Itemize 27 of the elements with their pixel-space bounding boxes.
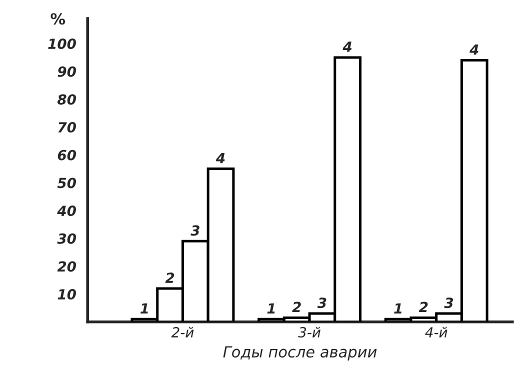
text: 2 — [418, 302, 428, 312]
text: 4 — [470, 44, 478, 55]
y-tick-label: 10 — [58, 289, 76, 300]
y-tick-label: 100 — [48, 38, 76, 50]
series-label: 1 — [140, 303, 148, 314]
text: 3 — [317, 298, 326, 308]
y-tick-label: 60 — [58, 150, 76, 160]
series-label: 4 — [342, 42, 352, 52]
y-tick-label: 40 — [57, 206, 76, 216]
text: 3 — [444, 298, 454, 308]
y-tick-label: 30 — [57, 233, 76, 244]
y-tick-label: 20 — [57, 261, 76, 272]
text: 1 — [394, 303, 402, 314]
y-tick-label: 50 — [57, 178, 76, 188]
x-axis-title: Годы после аварии — [223, 346, 377, 361]
y-tick-label: 90 — [58, 66, 76, 77]
series-label: 3 — [190, 225, 200, 236]
text: 4 — [216, 153, 225, 164]
text: 1 — [267, 303, 275, 314]
y-tick-label: 80 — [57, 94, 76, 105]
x-tick-label: 2-й — [171, 326, 194, 338]
x-tick-label: 4-й — [425, 326, 448, 338]
y-axis-title: % — [50, 13, 66, 25]
series-label: 2 — [292, 302, 301, 312]
x-tick-label: 3-й — [298, 326, 320, 338]
y-tick-label: 70 — [58, 122, 76, 133]
text: 2 — [165, 272, 174, 283]
